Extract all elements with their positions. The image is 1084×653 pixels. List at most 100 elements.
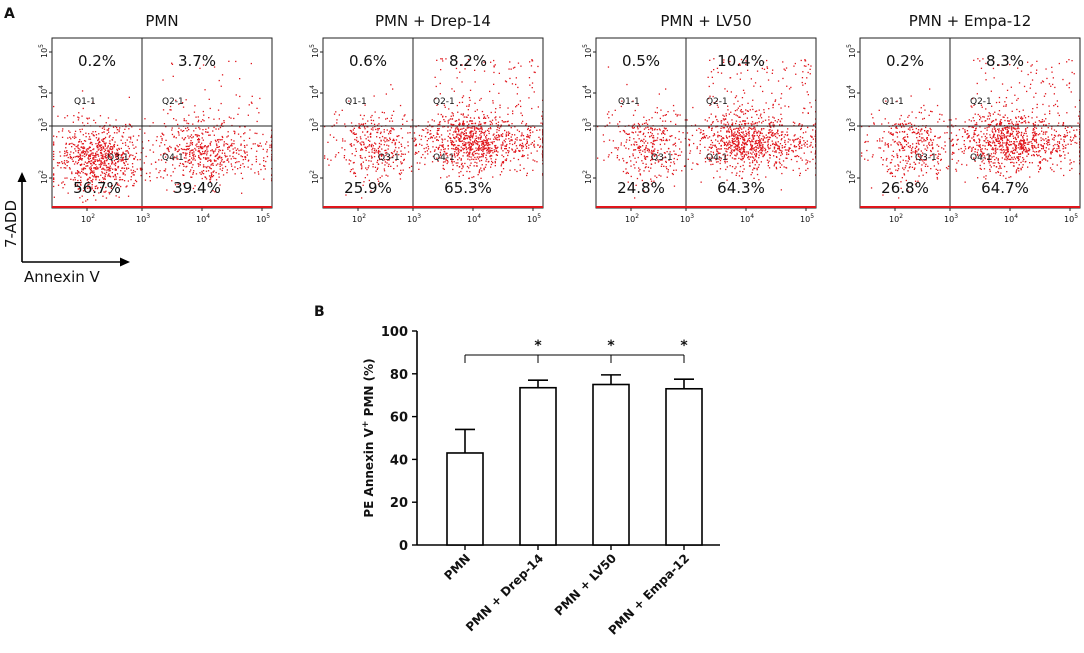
flow-dot [187, 148, 189, 150]
flow-dot [1017, 157, 1019, 159]
flow-dot [674, 142, 676, 144]
flow-dot [100, 164, 102, 166]
flow-dot [210, 154, 212, 156]
flow-dot [703, 135, 706, 137]
flow-dot [729, 143, 731, 145]
flow-dot [393, 151, 395, 153]
flow-dot [754, 153, 756, 155]
flow-dot [183, 165, 185, 167]
flow-dot [786, 149, 788, 151]
flow-dot [182, 163, 185, 165]
flow-dot [1058, 141, 1061, 143]
flow-dot [804, 60, 806, 62]
flow-dot [118, 179, 121, 181]
flow-dot [97, 175, 99, 178]
flow-dot [456, 104, 458, 107]
flow-dot [232, 148, 234, 150]
flow-dot [440, 113, 442, 116]
flow-dot [355, 150, 357, 152]
flow-dot [735, 114, 737, 116]
flow-dot [741, 177, 743, 179]
flow-dot [107, 117, 110, 119]
flow-dot [780, 131, 783, 133]
flow-dot [97, 187, 99, 189]
flow-dot [763, 154, 765, 156]
flow-dot [439, 82, 441, 85]
flow-dot [115, 195, 117, 197]
flow-dot [442, 164, 444, 167]
flow-dot [492, 134, 494, 136]
flow-dot [453, 131, 455, 133]
flow-dot [725, 141, 728, 143]
flow-dot [528, 147, 530, 149]
flow-dot [450, 115, 452, 117]
flow-dot [205, 178, 208, 180]
flow-dot [132, 171, 134, 174]
flow-dot [266, 141, 268, 143]
flow-dot [217, 153, 219, 155]
flow-dot [465, 63, 467, 66]
flow-dot [391, 156, 393, 158]
flow-dot [997, 148, 999, 150]
flow-dot [64, 177, 66, 179]
flow-dot [402, 123, 404, 125]
flow-dot [97, 139, 99, 142]
flow-dot [375, 170, 377, 172]
flow-dot [447, 148, 449, 150]
flow-dot [712, 157, 714, 159]
flow-dot [740, 147, 742, 150]
flow-dot [536, 129, 538, 131]
flow-dot [483, 148, 485, 150]
flow-dot [465, 147, 467, 149]
flow-dot [514, 138, 517, 140]
flow-dot [152, 122, 154, 124]
flow-dot [736, 152, 738, 154]
flow-dot [1020, 161, 1022, 164]
flow-dot [799, 174, 801, 177]
flow-dot [650, 142, 652, 144]
flow-dot [669, 151, 671, 153]
flow-dot [57, 115, 59, 117]
flow-dot [908, 157, 910, 160]
flow-dot [350, 122, 353, 124]
flow-dot [353, 161, 355, 164]
flow-dot [663, 132, 665, 134]
flow-dot [100, 152, 102, 154]
flow-dot [145, 172, 148, 175]
flow-dot [786, 85, 788, 87]
flow-dot [674, 153, 676, 155]
flow-dot [77, 173, 79, 175]
flow-dot [528, 77, 531, 79]
flow-dot [659, 143, 661, 146]
flow-dot [410, 126, 412, 128]
flow-dot [177, 183, 179, 185]
quadrant-1-percentage: 0.6% [349, 52, 387, 70]
flow-dot [1066, 112, 1068, 114]
flow-dot [664, 128, 666, 130]
flow-dot [1051, 151, 1053, 153]
flow-dot [75, 161, 77, 163]
flow-dot [994, 162, 996, 164]
flow-dot [515, 106, 517, 108]
flow-dot [647, 166, 650, 168]
flow-dot [713, 134, 716, 136]
flow-dot [485, 143, 488, 145]
flow-dot [739, 105, 741, 107]
flow-dot [505, 158, 508, 160]
flow-dot [482, 149, 484, 151]
flow-dot [333, 136, 335, 138]
flow-dot [729, 165, 731, 167]
flow-dot [806, 146, 809, 148]
flow-dot [799, 172, 801, 174]
flow-dot [457, 128, 459, 130]
flow-dot [700, 131, 702, 133]
flow-dot [741, 104, 743, 106]
flow-dot [530, 152, 532, 154]
flow-dot [1066, 129, 1068, 132]
flow-dot [196, 146, 198, 148]
flow-dot [672, 104, 675, 107]
flow-dot [739, 110, 742, 112]
flow-dot [217, 163, 219, 165]
flow-dot [777, 147, 779, 149]
